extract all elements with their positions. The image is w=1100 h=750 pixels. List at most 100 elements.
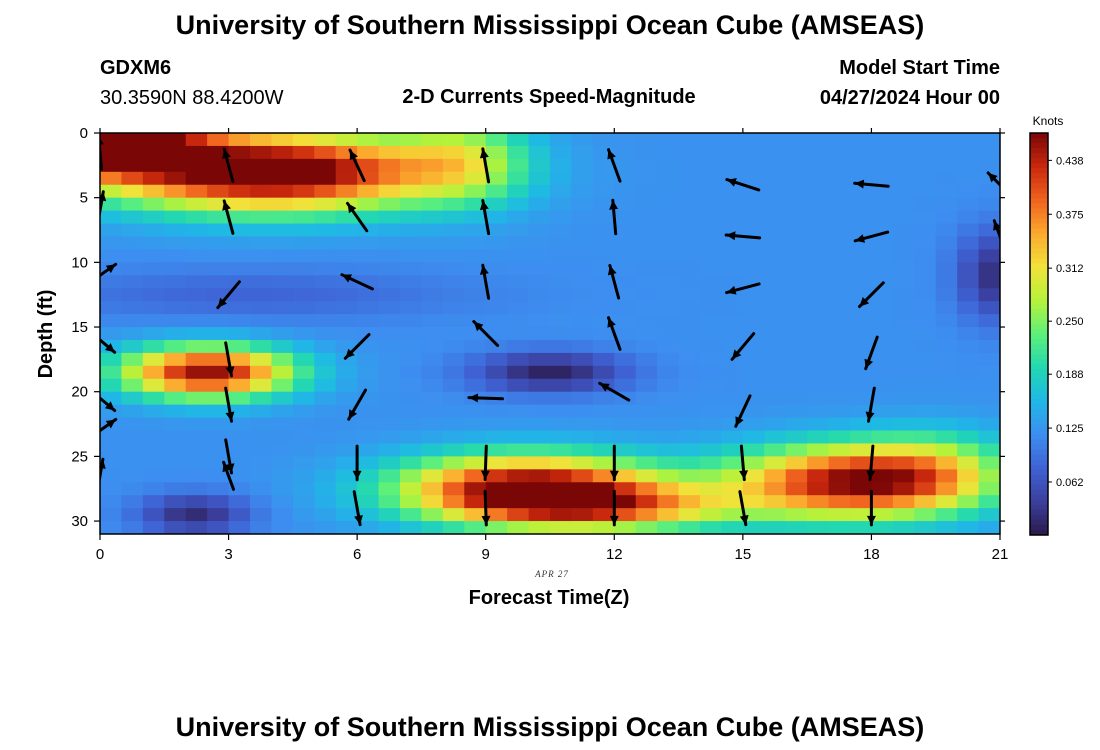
heatmap-cell	[421, 521, 444, 534]
heatmap-cell	[892, 469, 915, 483]
heatmap-cell	[657, 210, 680, 225]
heatmap-cell	[700, 456, 723, 470]
x-tick-label: 18	[863, 546, 880, 563]
heatmap-cell	[721, 469, 744, 483]
heatmap-cell	[785, 456, 808, 470]
heatmap-cell	[850, 391, 873, 406]
heatmap-cell	[550, 184, 573, 199]
heatmap-cell	[228, 430, 251, 445]
heatmap-cell	[164, 495, 187, 509]
heatmap-cell	[721, 391, 744, 406]
heatmap-cell	[164, 210, 187, 225]
heatmap-cell	[142, 482, 165, 496]
heatmap-cell	[785, 391, 808, 406]
heatmap-cell	[871, 391, 894, 406]
heatmap-cell	[828, 365, 851, 380]
heatmap-cell	[164, 223, 187, 238]
heatmap-cell	[314, 456, 337, 470]
heatmap-cell	[550, 339, 573, 354]
heatmap-cell	[550, 508, 573, 522]
heatmap-cell	[678, 365, 701, 380]
heatmap-cell	[228, 456, 251, 470]
heatmap-cell	[935, 365, 958, 380]
heatmap-cell	[935, 430, 958, 445]
heatmap-cell	[678, 288, 701, 302]
heatmap-cell	[528, 456, 551, 470]
heatmap-cell	[678, 171, 701, 186]
heatmap-cell	[378, 275, 401, 289]
heatmap-cell	[678, 378, 701, 393]
heatmap-cell	[742, 145, 765, 160]
heatmap-cell	[550, 495, 573, 509]
heatmap-cell	[957, 171, 980, 186]
heatmap-cell	[657, 314, 680, 328]
heatmap-cell	[635, 288, 658, 302]
heatmap-cell	[828, 378, 851, 393]
heatmap-cell	[421, 133, 444, 147]
heatmap-cell	[721, 197, 744, 212]
heatmap-cell	[400, 262, 423, 276]
heatmap-cell	[935, 288, 958, 302]
colorbar-segment	[1030, 344, 1048, 350]
heatmap-cell	[335, 495, 358, 509]
heatmap-cell	[314, 482, 337, 496]
heatmap-cell	[335, 301, 358, 315]
heatmap-cell	[978, 339, 1000, 354]
heatmap-cell	[957, 339, 980, 354]
heatmap-cell	[378, 456, 401, 470]
heatmap-cell	[828, 236, 851, 251]
heatmap-cell	[121, 404, 144, 419]
heatmap-cell	[935, 275, 958, 289]
heatmap-cell	[207, 391, 230, 406]
current-vector	[865, 386, 876, 423]
heatmap-cell	[721, 495, 744, 509]
heatmap-cell	[228, 495, 251, 509]
heatmap-cell	[785, 197, 808, 212]
heatmap-cell	[292, 275, 315, 289]
heatmap-cell	[592, 210, 615, 225]
heatmap-cell	[121, 184, 144, 199]
heatmap-cell	[464, 443, 487, 457]
heatmap-cell	[207, 469, 230, 483]
heatmap-cell	[550, 365, 573, 380]
heatmap-cell	[700, 495, 723, 509]
heatmap-cell	[464, 352, 487, 367]
heatmap-cell	[892, 249, 915, 263]
heatmap-cell	[400, 275, 423, 289]
heatmap-cell	[657, 456, 680, 470]
heatmap-cell	[207, 275, 230, 289]
heatmap-cell	[957, 262, 980, 276]
heatmap-cell	[378, 262, 401, 276]
heatmap-cell	[614, 352, 637, 367]
heatmap-cell	[957, 482, 980, 496]
heatmap-cell	[850, 197, 873, 212]
heatmap-cell	[164, 417, 187, 432]
heatmap-cell	[185, 249, 208, 263]
heatmap-cell	[421, 443, 444, 457]
heatmap-cell	[785, 482, 808, 496]
current-vector	[352, 444, 362, 482]
heatmap-cell	[935, 197, 958, 212]
heatmap-cell	[807, 352, 830, 367]
y-axis-title: Depth (ft)	[35, 290, 57, 379]
heatmap-cell	[935, 417, 958, 432]
heatmap-cell	[314, 158, 337, 173]
heatmap-cell	[828, 391, 851, 406]
heatmap-cell	[807, 404, 830, 419]
heatmap-cell	[357, 508, 380, 522]
heatmap-cell	[378, 469, 401, 483]
heatmap-cell	[207, 133, 230, 147]
heatmap-cell	[614, 197, 637, 212]
heatmap-cell	[657, 352, 680, 367]
heatmap-cell	[550, 456, 573, 470]
heatmap-cell	[957, 301, 980, 315]
heatmap-cell	[485, 417, 508, 432]
heatmap-cell	[614, 482, 637, 496]
heatmap-cell	[892, 327, 915, 341]
heatmap-cell	[357, 184, 380, 199]
colorbar-segment	[1030, 509, 1048, 516]
colorbar-segment	[1030, 464, 1048, 471]
heatmap-cell	[357, 378, 380, 393]
heatmap-cell	[357, 482, 380, 496]
